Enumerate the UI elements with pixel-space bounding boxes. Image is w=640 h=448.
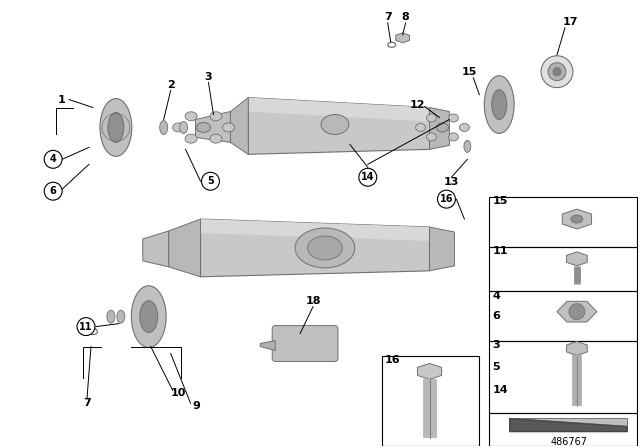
Text: 6: 6 [492,310,500,321]
Polygon shape [169,219,200,277]
Ellipse shape [308,236,342,260]
Text: 14: 14 [492,385,508,395]
Polygon shape [509,418,627,431]
Ellipse shape [185,134,197,143]
Polygon shape [566,252,588,266]
Polygon shape [557,302,597,322]
Ellipse shape [426,114,436,122]
Text: 3: 3 [492,340,500,349]
Circle shape [438,190,456,208]
Ellipse shape [571,215,583,223]
Ellipse shape [460,124,469,131]
Text: 13: 13 [444,177,459,187]
Ellipse shape [140,301,157,332]
Ellipse shape [553,68,561,76]
Text: 8: 8 [402,12,410,22]
Circle shape [569,304,585,319]
Polygon shape [562,209,591,229]
Text: 5: 5 [207,176,214,186]
Ellipse shape [415,124,426,131]
Text: 4: 4 [492,291,500,301]
Polygon shape [429,227,454,271]
Text: 16: 16 [440,194,453,204]
Polygon shape [260,340,275,350]
Text: 17: 17 [563,17,579,27]
Text: 12: 12 [410,99,426,110]
Ellipse shape [131,286,166,348]
Ellipse shape [492,90,507,120]
Polygon shape [143,231,169,267]
Ellipse shape [449,114,458,122]
Text: 16: 16 [385,355,401,366]
Ellipse shape [180,121,188,134]
Ellipse shape [108,112,124,142]
Ellipse shape [117,310,125,323]
Text: 15: 15 [492,196,508,206]
FancyBboxPatch shape [272,326,338,362]
Ellipse shape [196,122,211,133]
Polygon shape [429,108,449,149]
Bar [489,247,637,291]
Ellipse shape [210,112,222,121]
Ellipse shape [185,112,197,121]
Bar [489,340,637,413]
Text: 7: 7 [384,12,392,22]
Circle shape [77,318,95,336]
Bar [489,413,637,446]
Text: 15: 15 [461,67,477,77]
Ellipse shape [173,123,184,132]
Bar [489,291,637,340]
Polygon shape [566,341,588,355]
Text: 10: 10 [171,388,186,398]
Text: 14: 14 [361,172,374,182]
Text: 4: 4 [50,154,56,164]
Text: 2: 2 [167,80,175,90]
Ellipse shape [210,134,222,143]
Circle shape [44,151,62,168]
Ellipse shape [449,133,458,141]
Text: 486767: 486767 [550,437,588,447]
Ellipse shape [223,123,234,132]
Ellipse shape [436,123,449,132]
Text: 3: 3 [205,72,212,82]
Polygon shape [417,363,442,379]
Text: 6: 6 [50,186,56,196]
Ellipse shape [426,133,436,141]
Text: 5: 5 [492,362,500,372]
Circle shape [202,172,220,190]
Ellipse shape [541,56,573,88]
Polygon shape [248,98,429,154]
Ellipse shape [484,76,514,134]
Ellipse shape [548,63,566,81]
Text: 18: 18 [305,296,321,306]
Polygon shape [200,219,429,241]
Circle shape [359,168,377,186]
Ellipse shape [100,99,132,156]
Polygon shape [230,98,248,154]
Text: 9: 9 [193,401,200,411]
Text: 1: 1 [57,95,65,104]
Polygon shape [196,112,230,142]
Text: 11: 11 [79,322,93,332]
Ellipse shape [321,115,349,134]
Bar [489,197,637,247]
Ellipse shape [160,121,168,134]
Polygon shape [396,33,410,43]
Ellipse shape [295,228,355,268]
Bar [381,357,479,446]
Polygon shape [248,98,429,121]
Text: 11: 11 [492,246,508,256]
Ellipse shape [464,140,471,152]
Text: 7: 7 [83,398,91,408]
Ellipse shape [107,310,115,323]
Circle shape [44,182,62,200]
Polygon shape [200,219,429,277]
